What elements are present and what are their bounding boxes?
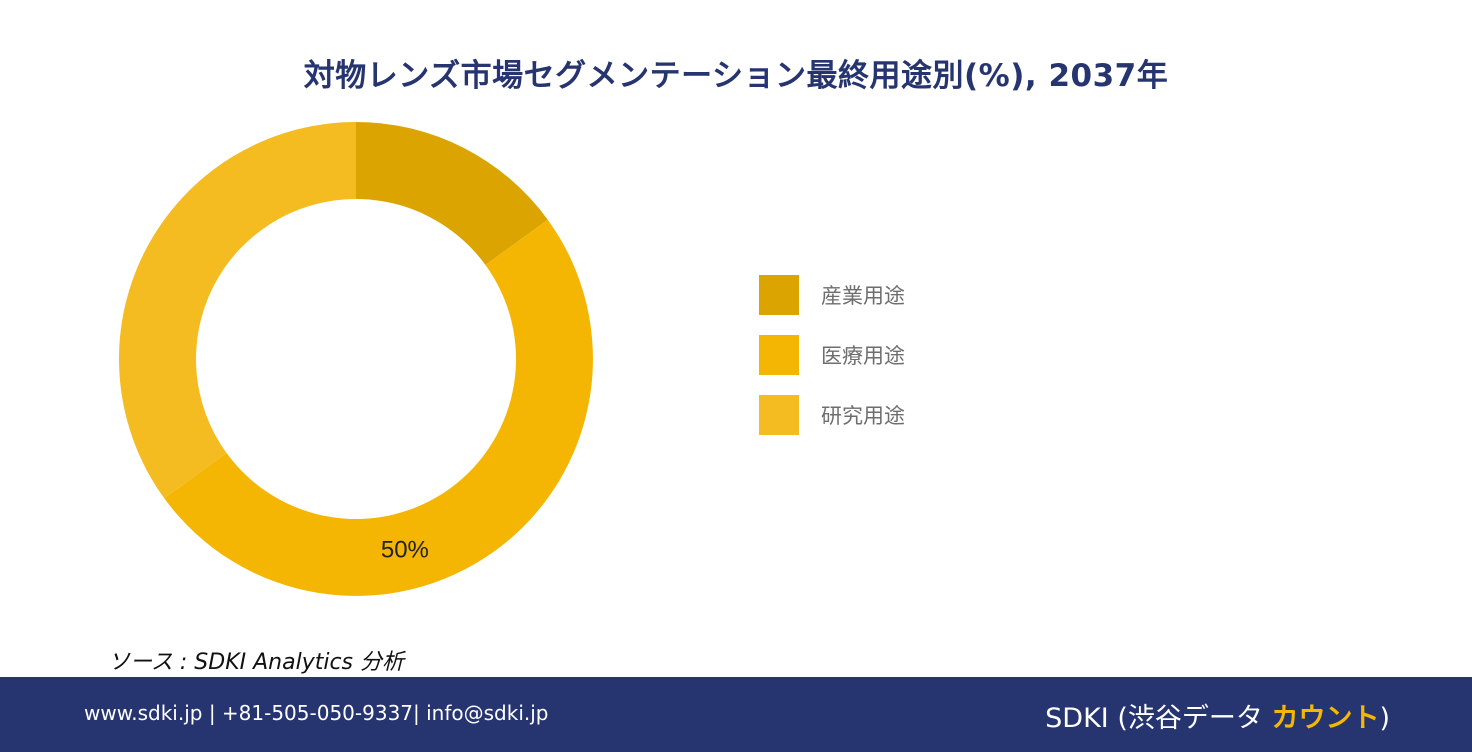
donut-slice-1: [356, 122, 548, 265]
brand-suffix: ): [1379, 703, 1390, 734]
slice-data-label: 50%: [381, 536, 429, 563]
donut-hole: [197, 200, 515, 518]
donut-chart: 50%: [118, 122, 593, 596]
legend-label: 産業用途: [821, 284, 905, 308]
source-note: ソース : SDKI Analytics 分析: [108, 650, 405, 675]
legend-label: 医療用途: [821, 344, 905, 368]
legend-swatch: [759, 275, 799, 315]
legend-item: 研究用途: [759, 395, 905, 435]
donut-slice-2: [164, 219, 593, 596]
footer-brand: SDKI (渋谷データ カウント): [1045, 696, 1390, 735]
footer-contact: www.sdki.jp | +81-505-050-9337| info@sdk…: [84, 701, 549, 725]
legend-swatch: [759, 395, 799, 435]
legend-item: 産業用途: [759, 275, 905, 315]
brand-prefix: SDKI (渋谷データ: [1045, 703, 1272, 734]
legend-swatch: [759, 335, 799, 375]
chart-title: 対物レンズ市場セグメンテーション最終用途別(%), 2037年: [303, 58, 1169, 94]
footer-bar: www.sdki.jp | +81-505-050-9337| info@sdk…: [0, 677, 1472, 752]
brand-accent: カウント: [1271, 703, 1380, 734]
legend-label: 研究用途: [821, 404, 905, 428]
donut-slice-3: [118, 122, 357, 499]
chart-legend: 産業用途医療用途研究用途: [759, 275, 905, 455]
legend-item: 医療用途: [759, 335, 905, 375]
